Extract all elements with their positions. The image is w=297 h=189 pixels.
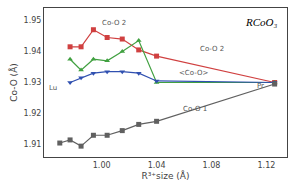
svg-text:1.94: 1.94	[24, 47, 42, 56]
svg-text:1.08: 1.08	[203, 161, 221, 170]
svg-text:1.04: 1.04	[148, 161, 166, 170]
svg-text:<Co-O>: <Co-O>	[179, 69, 208, 77]
svg-text:Pr: Pr	[257, 82, 264, 90]
svg-text:1.12: 1.12	[258, 161, 276, 170]
svg-text:1.91: 1.91	[24, 140, 42, 149]
svg-text:Co-O 1: Co-O 1	[183, 105, 207, 113]
svg-text:Co-O 2: Co-O 2	[102, 19, 126, 27]
svg-text:RCoO₃: RCoO₃	[245, 16, 278, 28]
svg-text:1.95: 1.95	[24, 16, 42, 25]
svg-text:1.93: 1.93	[24, 78, 42, 87]
svg-text:Co-O 2: Co-O 2	[200, 45, 224, 53]
svg-text:1.92: 1.92	[24, 109, 42, 118]
svg-text:Co-O (Å): Co-O (Å)	[8, 63, 19, 102]
svg-text:Lu: Lu	[49, 84, 57, 92]
svg-text:R³⁺size (Å): R³⁺size (Å)	[141, 170, 189, 181]
svg-text:1.00: 1.00	[93, 161, 111, 170]
